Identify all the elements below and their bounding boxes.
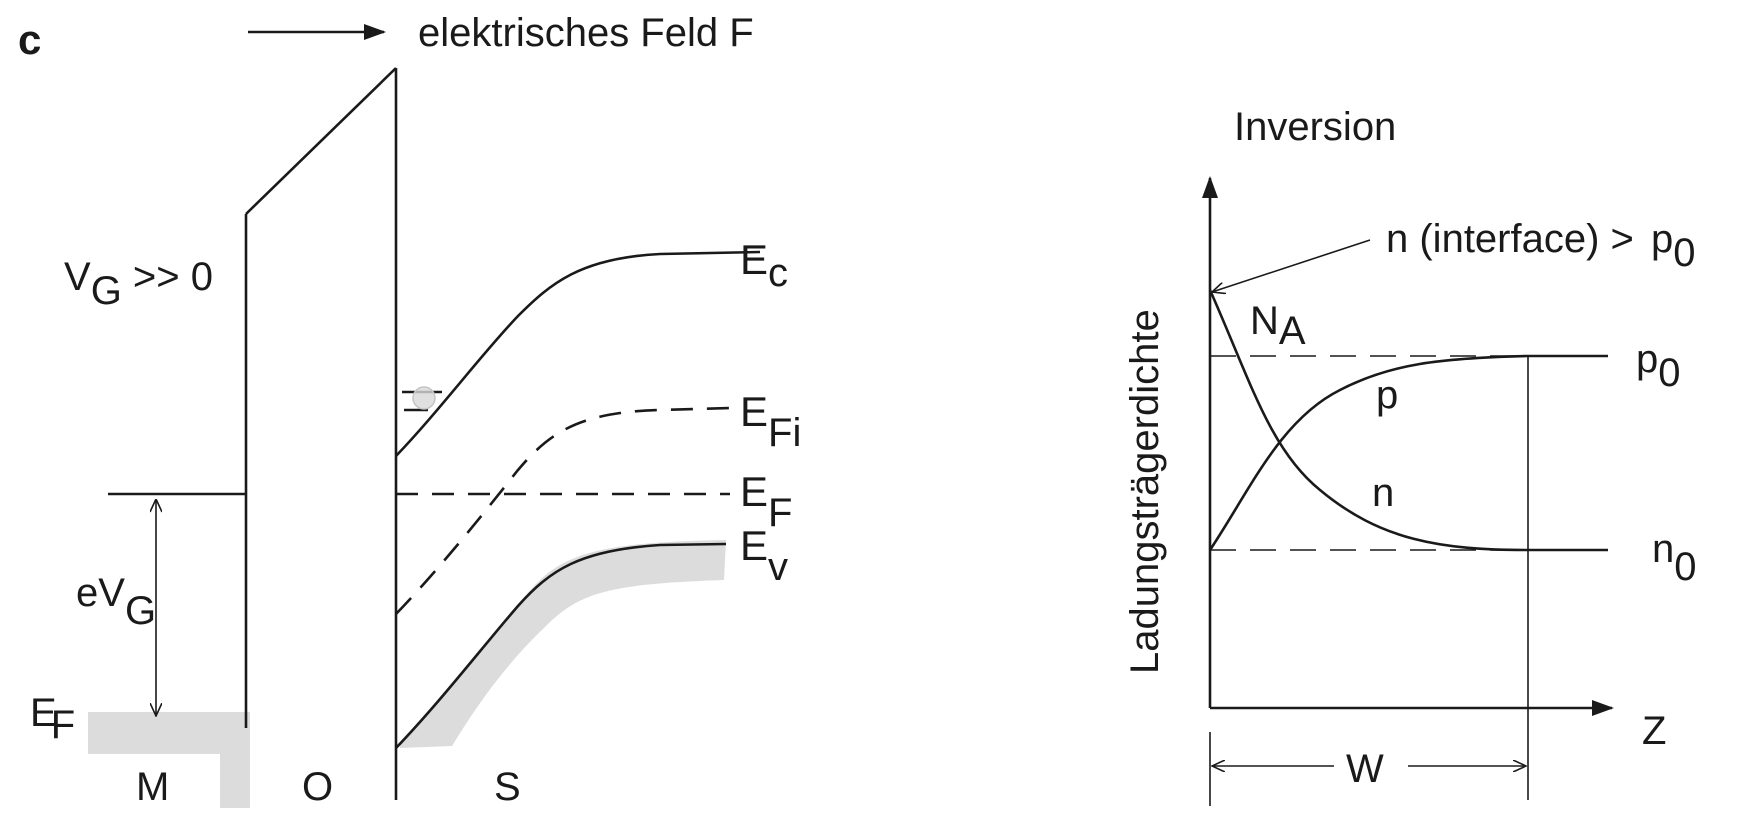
inversion-title: Inversion [1234,105,1396,149]
p-curve [1208,354,1608,551]
region-semiconductor-label: S [494,765,521,809]
y-axis-label: Ladungsträgerdichte [1123,309,1167,674]
evg-label: eVG [76,571,156,633]
metal-fill [88,712,250,808]
x-axis-label: Z [1642,709,1666,753]
electron-icon [412,386,436,410]
ev-label: Ev [740,522,788,589]
efi-label: EFi [740,388,801,455]
interface-arrow [1212,239,1371,292]
n-curve [1208,289,1608,552]
band-diagram: elektrisches Feld F Ec EFi [30,11,801,809]
p-curve-label: p [1376,373,1398,417]
valence-fill [400,540,726,748]
field-label: elektrisches Feld F [418,11,754,55]
interface-annotation: n (interface) > p0 [1386,217,1696,275]
efi-curve [395,406,731,615]
na-label: NA [1250,299,1306,353]
region-metal-label: M [136,765,169,809]
oxide-top-slope [245,67,397,215]
ec-curve [395,250,761,457]
ef-label: EF [740,468,792,535]
n-curve-label: n [1372,471,1394,515]
panel-label: c [18,16,41,63]
n0-label: n0 [1652,527,1697,589]
carrier-density-plot: Inversion Ladungsträgerdichte Z n (inter… [1123,105,1697,806]
width-label: W [1346,747,1384,791]
ev-curve [395,542,727,749]
p0-label: p0 [1636,337,1681,395]
ef-metal-label: EF [30,691,75,747]
ec-label: Ec [740,236,788,295]
region-oxide-label: O [302,765,333,809]
gate-voltage-label: VG >> 0 [64,255,213,313]
